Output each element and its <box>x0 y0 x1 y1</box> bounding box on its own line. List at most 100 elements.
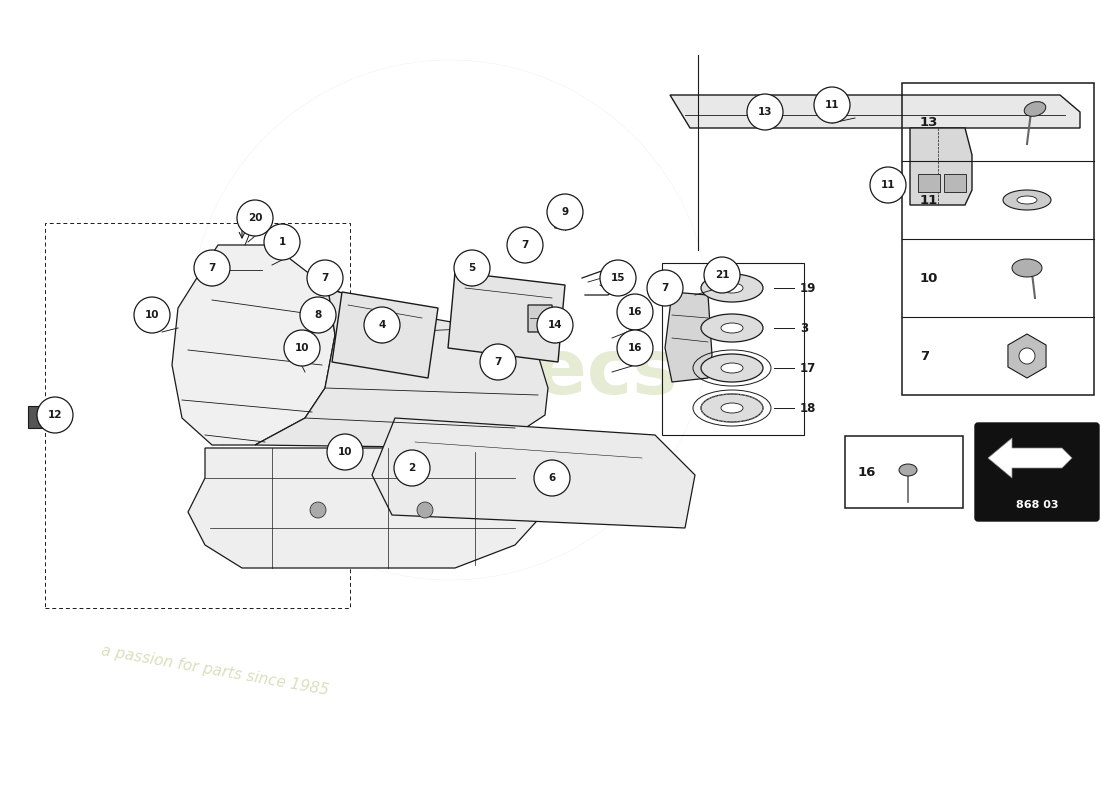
Circle shape <box>537 307 573 343</box>
Ellipse shape <box>720 323 742 333</box>
Circle shape <box>747 94 783 130</box>
Ellipse shape <box>720 283 742 293</box>
Polygon shape <box>528 305 556 332</box>
Text: 10: 10 <box>145 310 160 320</box>
Circle shape <box>264 224 300 260</box>
Text: 7: 7 <box>920 350 929 362</box>
Text: 16: 16 <box>628 343 642 353</box>
Ellipse shape <box>701 394 763 422</box>
Polygon shape <box>172 245 336 445</box>
Text: 12: 12 <box>47 410 63 420</box>
Ellipse shape <box>1012 259 1042 277</box>
Text: 11: 11 <box>920 194 938 206</box>
Polygon shape <box>255 288 548 448</box>
Text: a passion for parts since 1985: a passion for parts since 1985 <box>100 643 330 698</box>
Circle shape <box>417 502 433 518</box>
Circle shape <box>600 260 636 296</box>
Polygon shape <box>448 272 565 362</box>
Text: 10: 10 <box>295 343 309 353</box>
Ellipse shape <box>899 464 917 476</box>
Ellipse shape <box>701 354 763 382</box>
Circle shape <box>300 297 336 333</box>
Circle shape <box>814 87 850 123</box>
Polygon shape <box>666 292 712 382</box>
Circle shape <box>480 344 516 380</box>
Circle shape <box>547 194 583 230</box>
Text: 11: 11 <box>825 100 839 110</box>
Text: 11: 11 <box>881 180 895 190</box>
Bar <box>845 436 962 508</box>
Text: 10: 10 <box>338 447 352 457</box>
Bar <box>45 223 350 608</box>
Text: 6: 6 <box>549 473 556 483</box>
Circle shape <box>617 294 653 330</box>
Circle shape <box>310 502 326 518</box>
Circle shape <box>454 250 490 286</box>
Text: 16: 16 <box>858 466 877 478</box>
Ellipse shape <box>1003 190 1050 210</box>
FancyBboxPatch shape <box>975 423 1099 521</box>
Circle shape <box>194 250 230 286</box>
Polygon shape <box>552 205 582 228</box>
Circle shape <box>394 450 430 486</box>
Text: eu: eu <box>280 305 444 420</box>
Text: 10: 10 <box>920 271 938 285</box>
Polygon shape <box>332 292 438 378</box>
Text: 18: 18 <box>800 402 816 414</box>
Circle shape <box>534 460 570 496</box>
Polygon shape <box>1008 334 1046 378</box>
Ellipse shape <box>701 274 763 302</box>
Text: 19: 19 <box>800 282 816 294</box>
Circle shape <box>37 397 73 433</box>
Text: 7: 7 <box>321 273 329 283</box>
Text: 21: 21 <box>715 270 729 280</box>
Text: 2: 2 <box>408 463 416 473</box>
Circle shape <box>364 307 400 343</box>
Text: 9: 9 <box>561 207 569 217</box>
Circle shape <box>307 260 343 296</box>
Text: 3: 3 <box>800 322 808 334</box>
Text: 8: 8 <box>315 310 321 320</box>
Text: 14: 14 <box>548 320 562 330</box>
Circle shape <box>327 434 363 470</box>
Circle shape <box>507 227 543 263</box>
Polygon shape <box>988 438 1072 478</box>
Ellipse shape <box>1024 102 1046 116</box>
Text: 4: 4 <box>378 320 386 330</box>
Text: 7: 7 <box>521 240 529 250</box>
Text: 13: 13 <box>758 107 772 117</box>
Circle shape <box>236 200 273 236</box>
Text: 7: 7 <box>208 263 216 273</box>
Circle shape <box>1019 348 1035 364</box>
Bar <box>662 263 804 435</box>
Ellipse shape <box>720 403 742 413</box>
Text: 1: 1 <box>278 237 286 247</box>
Text: 20: 20 <box>248 213 262 223</box>
Text: 5: 5 <box>469 263 475 273</box>
Circle shape <box>870 167 906 203</box>
Circle shape <box>647 270 683 306</box>
Text: 15: 15 <box>610 273 625 283</box>
Ellipse shape <box>701 314 763 342</box>
Text: 7: 7 <box>661 283 669 293</box>
Circle shape <box>284 330 320 366</box>
Polygon shape <box>372 418 695 528</box>
Circle shape <box>704 257 740 293</box>
Text: 16: 16 <box>628 307 642 317</box>
Bar <box>902 83 1094 395</box>
Bar <box>28 406 56 428</box>
Polygon shape <box>188 448 544 568</box>
Text: 868 03: 868 03 <box>1015 500 1058 510</box>
Text: 7: 7 <box>494 357 502 367</box>
Ellipse shape <box>1018 196 1037 204</box>
Circle shape <box>134 297 170 333</box>
Ellipse shape <box>720 363 742 373</box>
Polygon shape <box>670 95 1080 128</box>
Text: specs: specs <box>434 336 678 410</box>
Text: 13: 13 <box>920 115 938 129</box>
Polygon shape <box>910 128 972 205</box>
Text: 17: 17 <box>800 362 816 374</box>
Bar <box>918 174 940 192</box>
Bar <box>944 174 966 192</box>
Circle shape <box>617 330 653 366</box>
